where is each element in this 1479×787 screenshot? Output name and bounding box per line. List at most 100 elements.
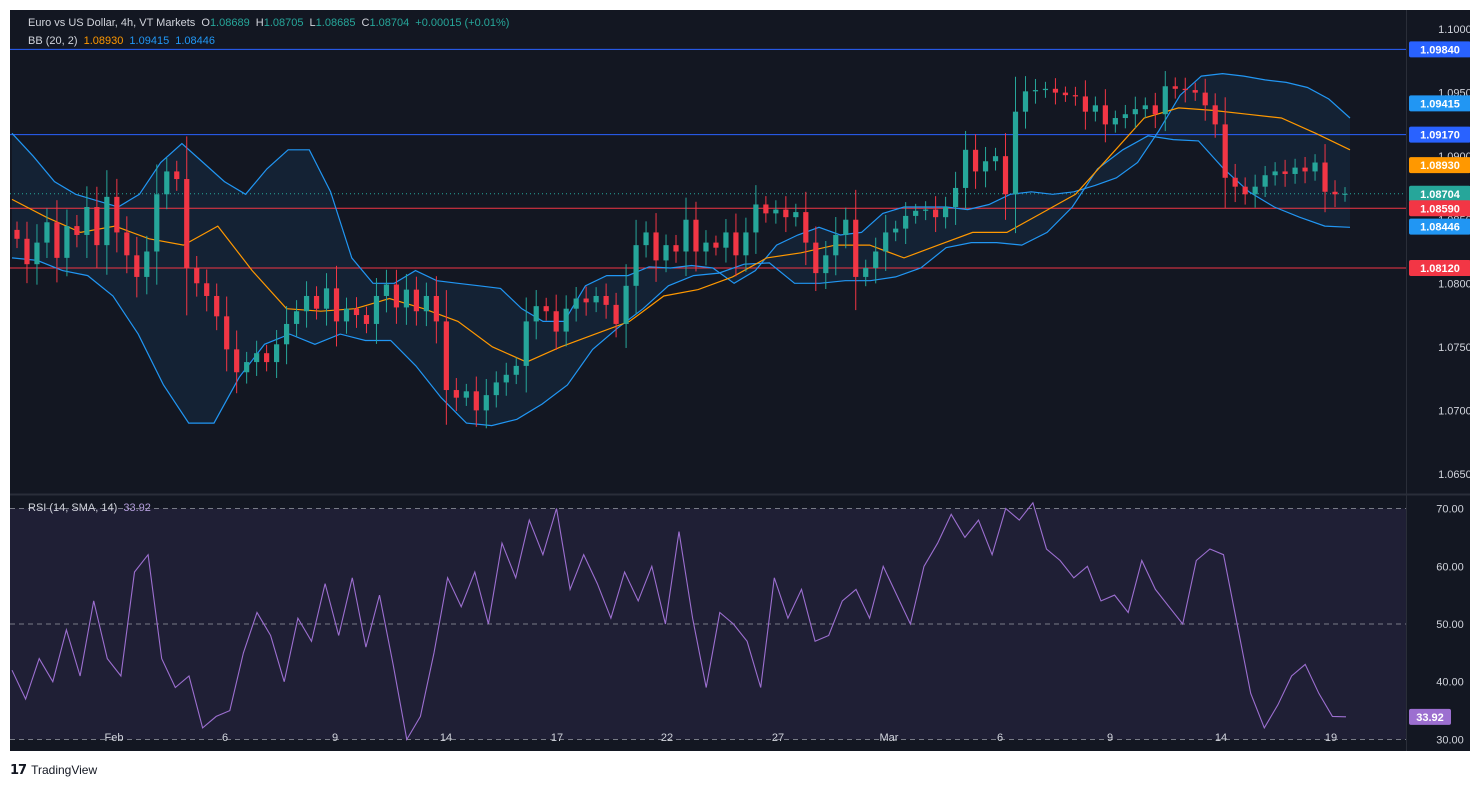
candle-body (473, 391, 479, 411)
candle-body (1152, 105, 1158, 115)
candle (1252, 174, 1258, 208)
chart-canvas[interactable]: 1.100001.095001.090001.085001.080001.075… (10, 10, 1470, 751)
candle (174, 160, 180, 191)
rsi-tick-label: 30.00 (1436, 734, 1464, 746)
candle (1172, 77, 1178, 99)
candle-body (114, 196, 120, 233)
candle-body (943, 207, 949, 218)
candle-body (164, 171, 170, 195)
candle-body (513, 365, 519, 375)
price-tag-bb-upper: 1.09415 (1409, 95, 1470, 112)
candle-body (1172, 86, 1178, 89)
brand-name: TradingView (31, 763, 98, 777)
candle-body (74, 226, 80, 235)
candle-body (1022, 91, 1029, 112)
candle (1342, 187, 1348, 202)
branding: 17 TradingView (10, 760, 97, 780)
candle-body (972, 149, 979, 172)
candle (1272, 162, 1278, 186)
candle (313, 286, 320, 320)
candle (1222, 97, 1228, 208)
candle (623, 264, 629, 348)
candle (1152, 92, 1158, 129)
price-tag-box (1409, 200, 1470, 217)
candle (423, 282, 429, 327)
candle-body (244, 362, 250, 373)
candle-body (913, 210, 919, 216)
candle-body (1312, 162, 1318, 172)
candle-body (1112, 118, 1118, 125)
rsi-tick-label: 50.00 (1436, 619, 1464, 631)
candle-body (543, 306, 549, 312)
price-tag-label: 1.09840 (1420, 44, 1460, 56)
candle-body (583, 298, 589, 303)
candle-body (1082, 96, 1088, 112)
candle (1322, 144, 1328, 213)
bb-upper-value: 1.09415 (129, 35, 170, 47)
candle (323, 273, 330, 326)
candle (24, 221, 30, 284)
candle-body (413, 289, 419, 312)
bb-lower-line (11, 135, 1351, 427)
candle-body (1252, 186, 1258, 195)
candle (274, 329, 280, 378)
candle (613, 292, 619, 338)
candle (843, 207, 849, 249)
candle (1072, 86, 1079, 106)
candle-body (1102, 105, 1108, 125)
symbol-legend: Euro vs US Dollar, 4h, VT Markets O1.086… (28, 17, 512, 29)
bb-legend: BB (20, 2) 1.08930 1.09415 1.08446 (28, 35, 218, 47)
candle (1132, 96, 1138, 129)
candle-body (254, 353, 260, 363)
price-tick-label: 1.07000 (1438, 405, 1470, 417)
tradingview-logo-icon: 17 (10, 762, 27, 778)
candle (1012, 76, 1019, 234)
candle-body (563, 308, 569, 332)
candle (383, 269, 390, 313)
price-tag-label: 1.08590 (1420, 203, 1460, 215)
close-value: 1.08704 (369, 17, 410, 29)
low-value: 1.08685 (315, 17, 356, 29)
candle-body (673, 245, 679, 252)
candle-body (1332, 191, 1338, 195)
candle (693, 201, 699, 272)
candle-body (1162, 86, 1168, 115)
candle-body (493, 382, 499, 396)
rsi-tick-label: 60.00 (1436, 561, 1464, 573)
price-tag-label: 1.08704 (1420, 189, 1461, 201)
candle (543, 297, 549, 321)
candle-body (24, 238, 30, 265)
candle-body (713, 242, 719, 248)
candle-body (64, 226, 70, 258)
candle (753, 185, 759, 254)
candle (264, 344, 270, 372)
time-tick-label: 6 (222, 732, 228, 744)
candle (593, 287, 599, 313)
candle (443, 290, 449, 425)
candle-body (104, 196, 110, 246)
candle (144, 235, 150, 295)
candle (303, 281, 310, 328)
bb-upper-line (11, 72, 1351, 322)
price-tag-label: 1.08120 (1420, 263, 1460, 275)
candle (254, 340, 260, 376)
candle (1312, 154, 1318, 181)
candle (573, 286, 579, 322)
candle-body (1242, 186, 1248, 195)
candle (114, 178, 120, 253)
candle-body (663, 245, 669, 261)
candle (773, 200, 779, 224)
candle-body (214, 295, 220, 317)
candle-body (194, 268, 200, 284)
candle (234, 330, 240, 394)
candle (923, 201, 929, 221)
candle-body (1012, 111, 1019, 195)
candle (433, 276, 439, 344)
price-tag-label: 1.09170 (1420, 130, 1460, 142)
time-tick-label: 9 (332, 732, 338, 744)
candle-body (1212, 105, 1218, 125)
candle (992, 147, 999, 171)
candle-body (603, 295, 609, 305)
candle (583, 286, 589, 316)
price-tag-bb-lower: 1.08446 (1409, 218, 1470, 235)
